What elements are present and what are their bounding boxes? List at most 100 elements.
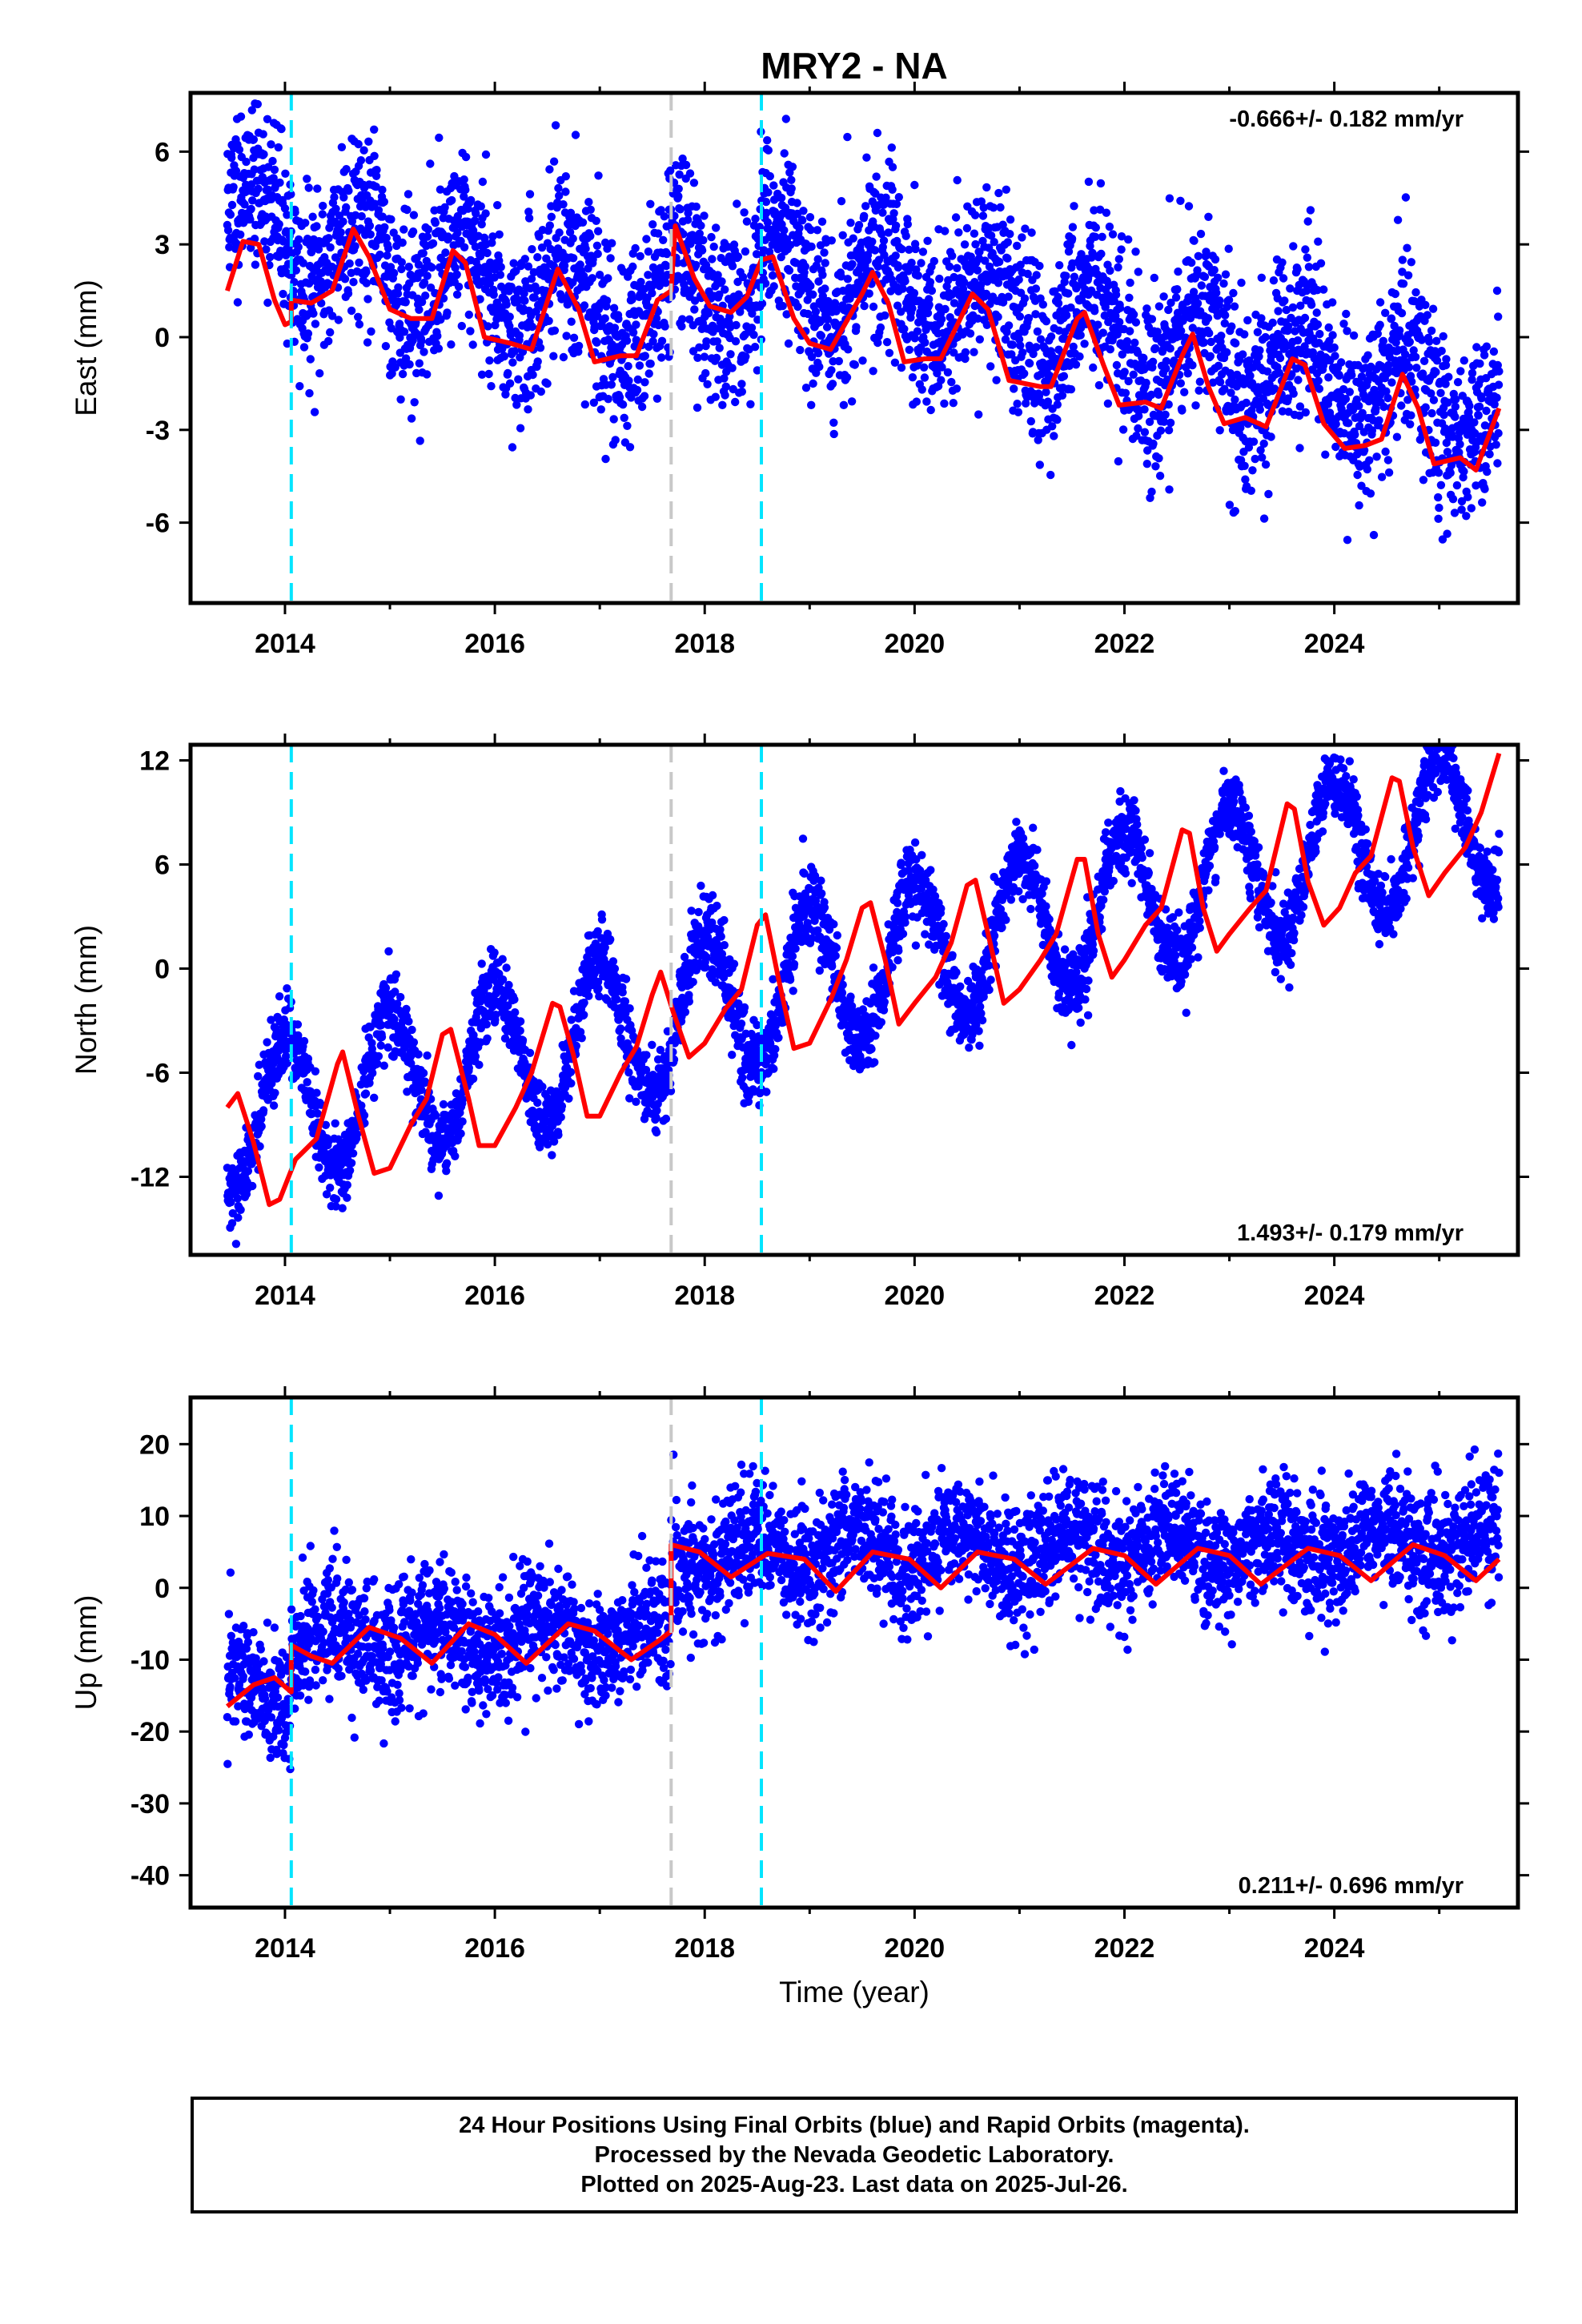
data-point xyxy=(524,207,533,216)
data-point xyxy=(233,298,243,307)
data-point xyxy=(818,292,827,300)
data-point xyxy=(423,370,432,379)
data-point xyxy=(793,199,801,207)
data-point xyxy=(1382,387,1391,396)
data-point xyxy=(334,316,343,324)
data-point xyxy=(843,275,853,283)
data-point xyxy=(257,1115,266,1124)
data-point xyxy=(236,1205,245,1215)
data-point xyxy=(1178,406,1186,415)
data-point xyxy=(1470,418,1479,427)
data-point xyxy=(1154,454,1163,463)
data-point xyxy=(227,153,236,163)
data-point xyxy=(345,259,354,268)
data-point xyxy=(726,350,735,359)
data-point xyxy=(568,254,578,263)
data-point xyxy=(268,156,277,166)
data-point xyxy=(628,262,637,271)
data-point xyxy=(434,344,444,353)
data-point xyxy=(460,175,468,184)
data-point xyxy=(481,209,490,218)
data-point xyxy=(644,247,653,256)
data-point xyxy=(994,312,1002,321)
data-point xyxy=(842,373,852,382)
data-point xyxy=(1419,476,1428,485)
data-point xyxy=(1363,351,1372,360)
data-point xyxy=(315,1163,323,1172)
data-point xyxy=(1184,293,1193,302)
data-point xyxy=(886,287,895,296)
data-point xyxy=(1165,485,1174,494)
data-point xyxy=(1126,278,1134,287)
data-point xyxy=(607,380,616,389)
data-point xyxy=(485,279,494,288)
data-point xyxy=(596,405,605,414)
data-point xyxy=(1467,504,1476,513)
data-point xyxy=(812,368,821,377)
data-point xyxy=(1403,396,1412,404)
data-point xyxy=(728,364,737,372)
data-point xyxy=(1270,384,1279,393)
data-point xyxy=(664,66,672,74)
data-point xyxy=(257,1122,266,1131)
data-point xyxy=(640,378,649,387)
data-point xyxy=(1495,367,1504,376)
data-point xyxy=(398,369,408,379)
data-point xyxy=(1237,278,1246,287)
data-point xyxy=(1370,385,1379,395)
data-point xyxy=(1067,234,1077,243)
data-point xyxy=(1159,292,1168,301)
data-point xyxy=(1097,249,1106,259)
data-point xyxy=(397,264,406,274)
data-point xyxy=(1293,336,1303,345)
data-point xyxy=(1204,212,1213,221)
data-point xyxy=(303,175,311,183)
data-point xyxy=(815,362,824,372)
data-point xyxy=(409,211,419,219)
data-point xyxy=(937,376,946,384)
data-point xyxy=(383,251,391,260)
data-point xyxy=(580,301,589,310)
data-point xyxy=(555,191,564,200)
data-point xyxy=(1352,395,1362,404)
data-point xyxy=(477,959,486,968)
data-point xyxy=(796,345,805,355)
data-point xyxy=(400,225,408,234)
data-point xyxy=(975,335,985,344)
data-point xyxy=(294,243,303,251)
data-point xyxy=(283,1059,291,1068)
data-point xyxy=(1008,340,1018,349)
data-point xyxy=(785,266,794,275)
data-point xyxy=(1301,408,1311,417)
x-tick-label: 2022 xyxy=(1094,629,1155,659)
data-point xyxy=(1195,386,1203,395)
data-point xyxy=(733,277,742,287)
data-point xyxy=(656,206,665,215)
data-point xyxy=(301,219,310,227)
data-point xyxy=(283,984,291,993)
data-point xyxy=(961,348,970,357)
data-point xyxy=(356,156,366,165)
data-point xyxy=(736,308,745,316)
data-point xyxy=(1164,400,1173,409)
data-point xyxy=(1448,495,1458,504)
data-point xyxy=(1068,223,1078,231)
data-point xyxy=(1118,350,1127,359)
data-point xyxy=(721,285,729,294)
data-point xyxy=(784,339,793,348)
data-point xyxy=(1489,347,1499,356)
data-point xyxy=(981,256,990,265)
data-point xyxy=(403,205,412,215)
data-point xyxy=(1215,296,1224,305)
data-point xyxy=(1211,255,1220,264)
data-point xyxy=(322,1190,331,1199)
data-point xyxy=(524,214,534,223)
data-point xyxy=(303,1078,311,1087)
data-point xyxy=(516,1017,525,1026)
data-point xyxy=(443,308,452,317)
data-point xyxy=(1013,241,1022,251)
data-point xyxy=(1286,284,1295,293)
data-point xyxy=(235,145,244,155)
data-point xyxy=(295,382,304,391)
data-point xyxy=(1441,380,1450,388)
